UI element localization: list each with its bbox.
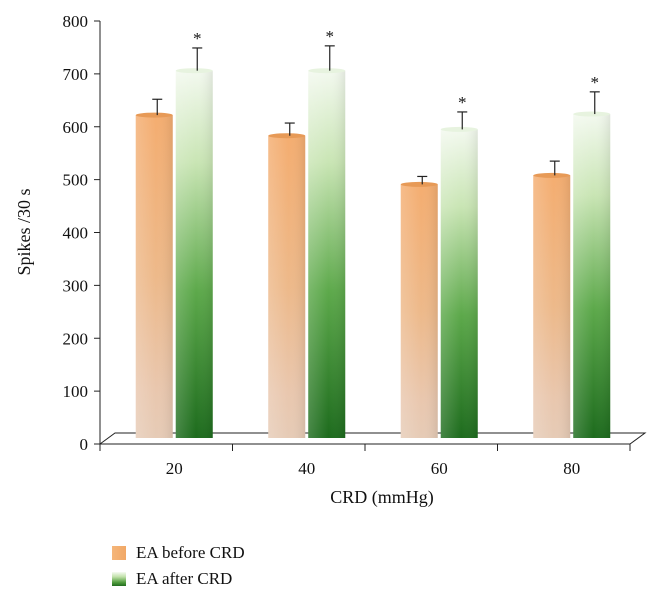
significance-marks: * * * *	[193, 27, 599, 112]
bar-cap	[440, 126, 478, 132]
x-ticks: 20 40 60 80	[99, 444, 631, 478]
y-tick-label: 100	[63, 382, 89, 401]
significance-star: *	[193, 29, 202, 48]
y-tick-label: 700	[63, 65, 89, 84]
error-bars	[152, 45, 600, 185]
bar-shade	[573, 114, 611, 438]
bar-shade	[268, 135, 306, 438]
x-tick-label: 20	[166, 459, 183, 478]
x-tick-label: 80	[563, 459, 580, 478]
bar-shade	[135, 115, 173, 439]
legend-label-before: EA before CRD	[136, 543, 245, 562]
significance-star: *	[326, 27, 335, 46]
bar-shade	[308, 70, 346, 438]
y-tick-label: 300	[63, 276, 89, 295]
x-tick-label: 60	[431, 459, 448, 478]
y-tick-label: 800	[63, 12, 89, 31]
legend-swatch-before	[112, 546, 126, 560]
bar-cap	[268, 133, 306, 139]
bar-cap	[400, 181, 438, 187]
bar-cap	[175, 68, 213, 74]
bar-cap	[308, 68, 346, 74]
bar-cap	[533, 172, 571, 178]
legend-swatch-after	[112, 572, 126, 586]
legend-item-after: EA after CRD	[112, 566, 245, 592]
bar-shade	[400, 184, 438, 438]
legend-label-after: EA after CRD	[136, 569, 233, 588]
y-tick-label: 0	[80, 435, 89, 454]
bar-chart: 0 100 200 300 400 500 600 700 800 20 40 60 80 * * ** …	[14, 12, 647, 508]
bar-shade	[440, 129, 478, 439]
significance-star: *	[458, 93, 467, 112]
y-axis-label: Spikes /30 s	[14, 188, 34, 275]
bar-shade	[533, 175, 571, 438]
bar-cap	[135, 112, 173, 118]
x-tick-label: 40	[298, 459, 315, 478]
legend-item-before: EA before CRD	[112, 540, 245, 566]
bar-shade	[175, 70, 213, 438]
bars	[135, 68, 611, 439]
y-tick-label: 200	[63, 329, 89, 348]
y-ticks: 0 100 200 300 400 500 600 700 800	[63, 12, 100, 454]
significance-star: *	[591, 73, 600, 92]
bar-cap	[573, 111, 611, 117]
y-tick-label: 400	[63, 224, 89, 243]
y-tick-label: 500	[63, 171, 89, 190]
legend: EA before CRD EA after CRD	[112, 540, 245, 592]
y-tick-label: 600	[63, 118, 89, 137]
x-axis-label: CRD (mmHg)	[330, 487, 434, 508]
